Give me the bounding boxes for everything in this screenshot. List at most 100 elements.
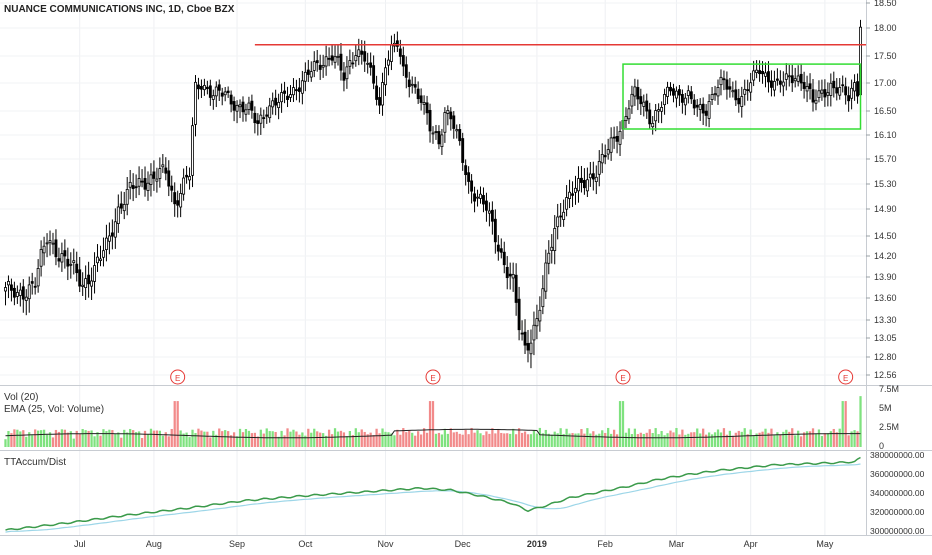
candle-body xyxy=(18,289,22,296)
volume-bar xyxy=(229,435,233,447)
candle-body xyxy=(235,104,239,112)
candle-body xyxy=(651,122,655,128)
x-tick-label-9: Apr xyxy=(744,539,758,549)
volume-bar xyxy=(841,401,844,447)
earnings-marker-2 xyxy=(615,369,631,385)
volume-bar xyxy=(455,431,458,447)
volume-bar xyxy=(761,431,764,447)
candle-body xyxy=(309,71,313,78)
candle-body xyxy=(680,93,684,103)
candle-body xyxy=(428,109,432,132)
volume-bar xyxy=(514,434,518,447)
candle-body xyxy=(523,331,527,346)
candle-body xyxy=(814,99,818,104)
candle-body xyxy=(339,53,343,71)
volume-bar xyxy=(788,431,791,447)
candle-body xyxy=(529,342,533,355)
candle-body xyxy=(164,167,168,174)
volume-bar xyxy=(378,433,381,447)
volume-bar xyxy=(604,432,607,447)
volume-bar xyxy=(615,434,619,447)
candle-body xyxy=(455,129,459,132)
volume-bar xyxy=(556,433,559,447)
candle-body xyxy=(90,280,94,287)
volume-bar xyxy=(523,431,527,447)
volume-bar xyxy=(319,432,322,447)
candle-body xyxy=(345,66,349,80)
candle-body xyxy=(110,232,114,237)
volume-bar xyxy=(517,428,521,447)
volume-bar xyxy=(785,429,788,447)
candle-body xyxy=(292,87,295,96)
volume-bar xyxy=(7,431,10,447)
volume-bar xyxy=(411,432,414,447)
candle-body xyxy=(677,89,681,96)
candle-body xyxy=(333,56,337,63)
candle-body xyxy=(606,149,610,155)
volume-bar xyxy=(802,432,806,447)
candle-body xyxy=(39,249,43,267)
candle-body xyxy=(618,130,622,145)
volume-tick-label-2: 2.5M xyxy=(879,422,899,432)
candle-body xyxy=(502,251,506,266)
candle-body xyxy=(99,258,102,261)
candle-body xyxy=(642,101,646,107)
candle-body xyxy=(508,273,512,277)
volume-bar xyxy=(716,429,720,447)
volume-bar xyxy=(707,432,711,447)
volume-bar xyxy=(470,427,473,447)
volume-bar xyxy=(224,430,227,447)
price-tick-label-12: 13.60 xyxy=(874,293,897,303)
volume-bar xyxy=(722,428,726,447)
candle-body xyxy=(440,134,444,148)
candle-body xyxy=(624,116,628,122)
volume-bar xyxy=(446,433,449,447)
candle-body xyxy=(574,187,577,193)
candle-body xyxy=(372,65,376,84)
candle-body xyxy=(4,287,7,292)
volume-bar xyxy=(485,431,488,447)
candle-body xyxy=(81,284,85,287)
volume-bar xyxy=(247,430,251,447)
candle-body xyxy=(482,195,485,205)
volume-bar xyxy=(464,429,467,447)
volume-bar xyxy=(699,433,702,447)
price-tick-label-3: 17.00 xyxy=(874,78,897,88)
volume-bar xyxy=(752,435,755,447)
volume-bar xyxy=(57,431,61,447)
volume-panel-title: Vol (20) xyxy=(4,392,39,403)
volume-bar xyxy=(114,434,117,447)
volume-bar xyxy=(84,430,87,447)
volume-bar xyxy=(333,428,337,447)
volume-bar xyxy=(467,434,470,447)
x-tick-label-6: 2019 xyxy=(527,539,547,549)
volume-bar xyxy=(206,431,209,447)
volume-bar xyxy=(75,430,78,447)
price-tick-label-11: 13.90 xyxy=(874,272,897,282)
candle-body xyxy=(342,72,346,81)
volume-bar xyxy=(143,430,147,447)
candle-body xyxy=(532,324,536,341)
candle-body xyxy=(220,92,224,97)
price-tick-label-9: 14.50 xyxy=(874,231,897,241)
volume-bar xyxy=(37,430,40,447)
candle-body xyxy=(211,95,215,100)
volume-bar xyxy=(746,434,749,447)
volume-bar xyxy=(859,396,862,447)
volume-bar xyxy=(28,432,31,447)
price-tick-label-8: 14.90 xyxy=(874,204,897,214)
volume-bar xyxy=(538,427,542,447)
volume-bar xyxy=(835,432,838,447)
volume-bar xyxy=(158,430,161,447)
candle-body xyxy=(297,87,301,92)
volume-bar xyxy=(461,434,464,447)
volume-bar xyxy=(794,435,797,447)
volume-bar xyxy=(764,428,767,447)
candle-body xyxy=(823,89,827,98)
volume-bar xyxy=(832,428,835,447)
volume-bar xyxy=(743,428,746,447)
volume-tick-label-0: 7.5M xyxy=(879,384,899,394)
candle-body xyxy=(280,92,284,103)
